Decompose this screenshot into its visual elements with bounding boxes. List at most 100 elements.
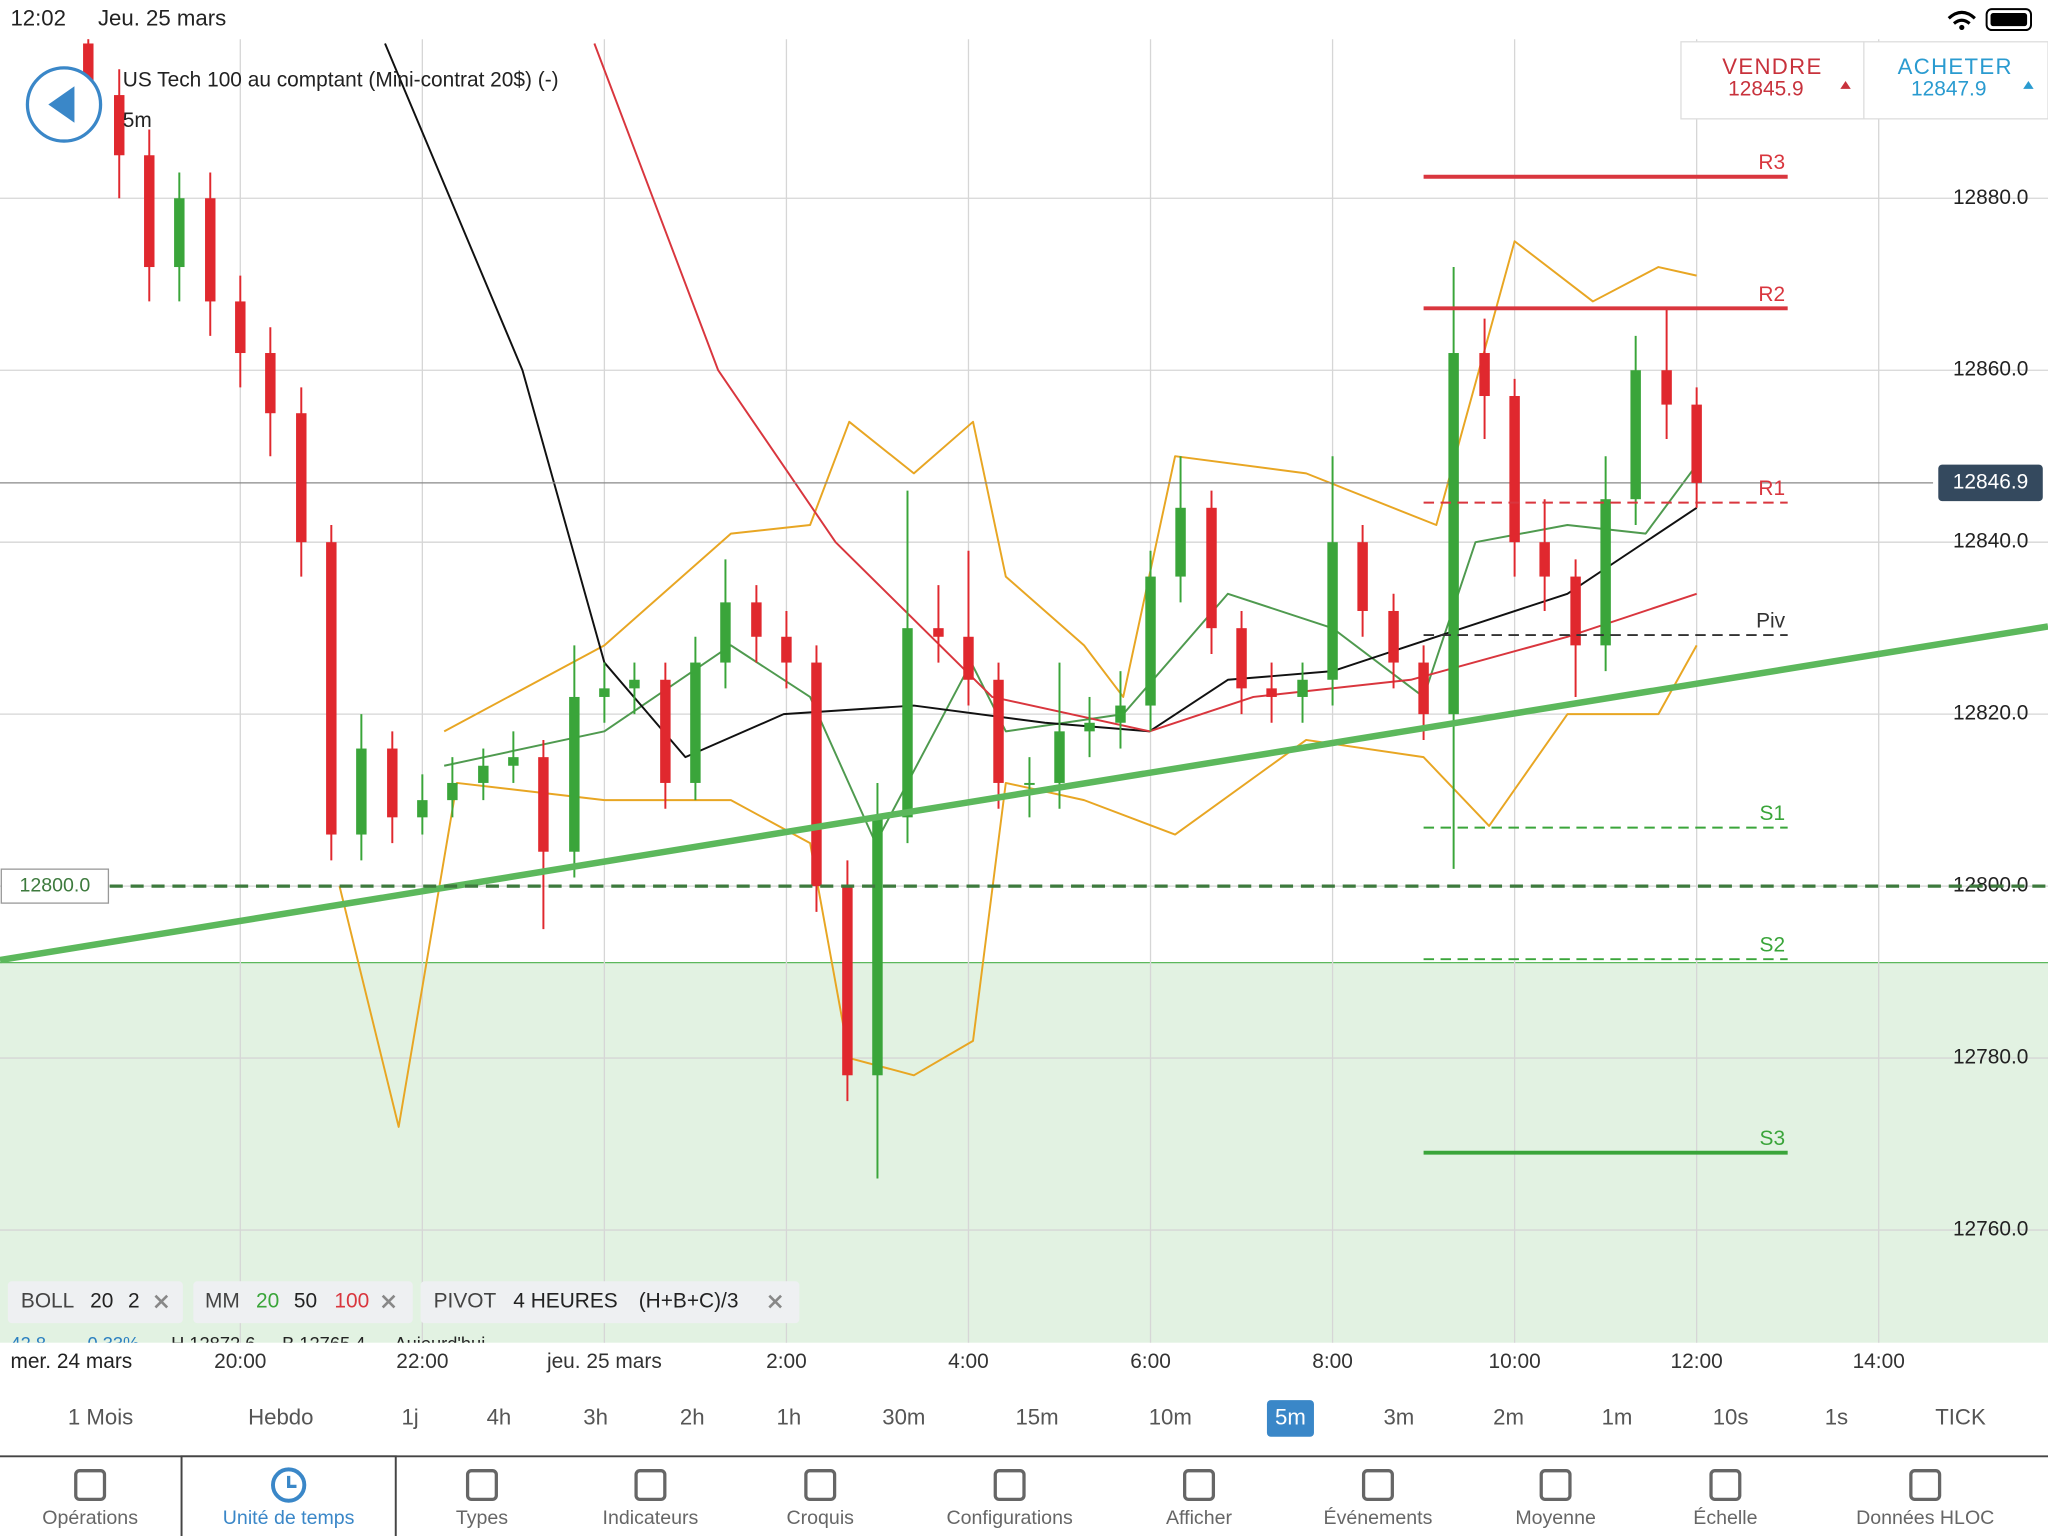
tab-icon [287,1475,297,1488]
tab-icon [1539,1469,1572,1502]
candle-body [1630,370,1641,500]
y-tick-label: 12860.0 [1953,358,2028,381]
date-left: mer. 24 mars [10,1350,132,1373]
timeframe[interactable]: Hebdo [248,1404,313,1429]
tab-label[interactable]: Afficher [1166,1507,1232,1529]
tab-label[interactable]: Indicateurs [603,1507,699,1529]
info-value: H 12872.6 [171,1333,255,1354]
x-tick-label: 10:00 [1488,1350,1540,1373]
candle-body [629,679,640,689]
candle-body [1448,353,1459,715]
timeframe[interactable]: 1m [1602,1404,1633,1429]
candle-body [690,662,701,783]
candle-body [933,628,944,637]
timeframe[interactable]: TICK [1935,1404,1986,1429]
timeframe[interactable]: 3h [583,1404,608,1429]
candle-body [751,602,762,637]
candle-body [1266,688,1277,697]
sell-button[interactable]: VENDRE 12845.9 [1722,54,1851,101]
candle-body [387,748,398,818]
tab-label[interactable]: Moyenne [1515,1507,1596,1529]
chart: 12760.0 12780.0 12800.0 12820.0 12840.0 12860… [0,26,2048,1343]
timeframe[interactable]: 10s [1713,1404,1749,1429]
sell-arrow [1840,80,1851,89]
tab-icon [74,1469,107,1502]
candle-body [174,198,185,268]
timeframe[interactable]: 2m [1493,1404,1524,1429]
chip[interactable]: PIVOT 4 HEURES (H+B+C)/3 [420,1281,800,1324]
chip-close[interactable] [768,1294,782,1309]
candle-body [811,662,822,887]
buy-label[interactable]: ACHETER [1898,54,2013,79]
tab-label[interactable]: Croquis [787,1507,855,1529]
buy-price[interactable]: 12847.9 [1911,78,1986,101]
chip-close[interactable] [154,1294,169,1309]
timeframe-selected[interactable] [1266,1400,1314,1437]
timeframe[interactable]: 4h [487,1404,512,1429]
candle-body [356,748,367,835]
wifi-icon [1947,10,1976,25]
timeframe[interactable]: 1s [1825,1404,1848,1429]
indicator-line [338,644,1698,1128]
chip-bg[interactable] [7,1281,183,1324]
tab-label[interactable]: Unité de temps [223,1507,355,1529]
chip-param: 2 [128,1290,140,1313]
timeframe-bar: 1 Mois Hebdo 1j 4h 3h 2h 1h 30m 15m 10m 5m 3m 2m 1m 10… [68,1400,1986,1437]
candle-body [963,636,974,680]
timeframe[interactable]: 2h [680,1404,705,1429]
info-value: Aujourd'hui [394,1333,485,1354]
timeframe[interactable]: 3m [1383,1404,1414,1429]
chip[interactable]: BOLL 20 2 [7,1281,183,1324]
timeframe[interactable]: 15m [1015,1404,1058,1429]
back-button[interactable] [25,66,103,143]
pivot-label: R1 [1758,477,1785,500]
candle-body [1236,628,1247,689]
trendline [0,623,2048,964]
timeframe[interactable]: 10m [1149,1404,1192,1429]
sell-label[interactable]: VENDRE [1722,54,1822,79]
tab-label[interactable]: Configurations [947,1507,1073,1529]
candle-body [660,679,671,783]
chip-bg[interactable] [193,1281,413,1324]
candle-body [599,688,610,697]
chip[interactable]: MM 20 50 100 [193,1281,413,1324]
x-tick-label: 2:00 [766,1350,807,1373]
tab-icon [634,1469,667,1502]
tab-label[interactable]: Événements [1324,1506,1433,1529]
timeframe[interactable]: 1h [777,1404,802,1429]
tab-label[interactable]: Données HLOC [1856,1507,1994,1529]
chip-close[interactable] [381,1294,396,1309]
candle-body [1357,542,1368,611]
battery [1985,8,2032,32]
y-tick-label: 12760.0 [1953,1218,2028,1241]
info-value: 42.8 [10,1333,46,1354]
tab-icon [271,1467,307,1503]
timeframe[interactable]: 5m [1275,1404,1306,1429]
candle-body [478,765,489,783]
candle-body [326,542,337,835]
chip-param: 20 [256,1290,279,1313]
tab-label[interactable]: Types [456,1507,508,1529]
tab-icon [1361,1469,1394,1502]
timeframe[interactable]: 1 Mois [68,1404,133,1429]
status-bar [0,0,2048,40]
status-time: 12:02 [10,5,66,30]
date-left-bg [0,1347,152,1377]
timeframe[interactable]: 1j [401,1404,418,1429]
candle-body [1509,396,1520,543]
chip-bg[interactable] [420,1281,800,1324]
chip-name: BOLL [21,1290,74,1313]
instrument: US Tech 100 au comptant (Mini-contrat 20… [123,68,559,91]
tab-label[interactable]: Échelle [1693,1506,1757,1529]
buy-button[interactable]: ACHETER 12847.9 [1898,54,2034,101]
sell-price[interactable]: 12845.9 [1728,78,1803,101]
tab-label[interactable]: Opérations [42,1507,138,1529]
timeframe[interactable]: 30m [882,1404,925,1429]
candle-body [1479,353,1490,397]
candle-body [1054,731,1065,783]
alert-label-box [0,868,110,904]
back-arrow[interactable] [48,86,75,123]
interval: 5m [123,109,152,132]
candle-body [538,757,549,852]
